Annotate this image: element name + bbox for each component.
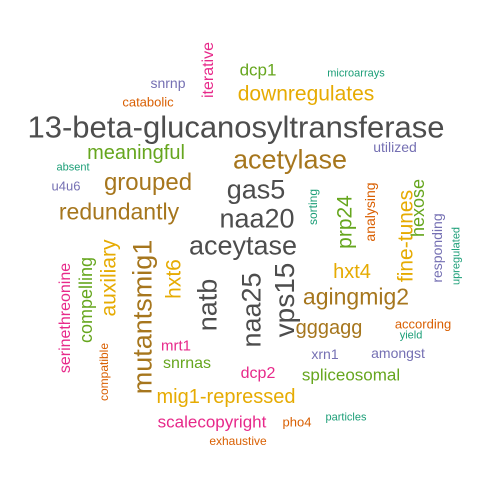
word-iterative: iterative [200, 41, 217, 99]
word-absent: absent [56, 161, 90, 174]
word-naa25: naa25 [236, 272, 267, 348]
word-auxiliary: auxiliary [97, 239, 121, 317]
word-snrnp: snrnp [150, 75, 186, 91]
word-mutantsmig1: mutantsmig1 [127, 239, 158, 395]
word-hexose: hexose [408, 178, 428, 238]
word-hxt6: hxt6 [162, 259, 186, 299]
word-redundantly: redundantly [58, 198, 180, 225]
word-serinethreonine: serinethreonine [57, 262, 74, 374]
word-dcp2: dcp2 [240, 365, 276, 382]
word-exhaustive: exhaustive [209, 434, 267, 448]
word-utilized: utilized [373, 139, 417, 155]
word-grouped: grouped [103, 169, 193, 196]
word-catabolic: catabolic [122, 94, 174, 110]
word-meaningful: meaningful [87, 142, 185, 164]
word-compatible: compatible [97, 342, 111, 402]
word-13-beta-glucanosyltransferase: 13-beta-glucanosyltransferase [27, 109, 445, 145]
word-according: according [394, 316, 452, 332]
word-scalecopyright: scalecopyright [157, 412, 267, 432]
word-natb: natb [192, 278, 223, 332]
word-yield: yield [399, 329, 423, 342]
word-amongst: amongst [371, 345, 425, 361]
word-spliceosomal: spliceosomal [301, 365, 401, 385]
word-analysing: analysing [362, 182, 378, 242]
word-sorting: sorting [306, 188, 320, 226]
word-particles: particles [325, 411, 367, 424]
word-mrt1: mrt1 [161, 337, 191, 355]
word-upregulated: upregulated [450, 226, 463, 286]
word-naa20: naa20 [219, 203, 295, 234]
word-u4u6: u4u6 [51, 178, 81, 194]
word-pho4: pho4 [282, 414, 312, 430]
word-mig1-repressed: mig1-repressed [156, 386, 296, 408]
word-microarrays: microarrays [327, 67, 385, 80]
word-prp24: prp24 [333, 195, 357, 249]
word-downregulates: downregulates [237, 82, 375, 106]
word-responding: responding [429, 213, 445, 283]
word-aceytase: aceytase [188, 230, 298, 261]
word-agingmig2: agingmig2 [302, 283, 410, 310]
word-compelling: compelling [76, 256, 96, 344]
word-snrnas: snrnas [162, 355, 212, 372]
word-vps15: vps15 [269, 262, 300, 338]
word-gas5: gas5 [226, 174, 286, 205]
word-xrn1: xrn1 [311, 346, 339, 362]
word-hxt4: hxt4 [333, 261, 371, 283]
word-gggagg: gggagg [295, 317, 363, 339]
word-dcp1: dcp1 [239, 60, 277, 80]
word-acetylase: acetylase [232, 144, 348, 175]
